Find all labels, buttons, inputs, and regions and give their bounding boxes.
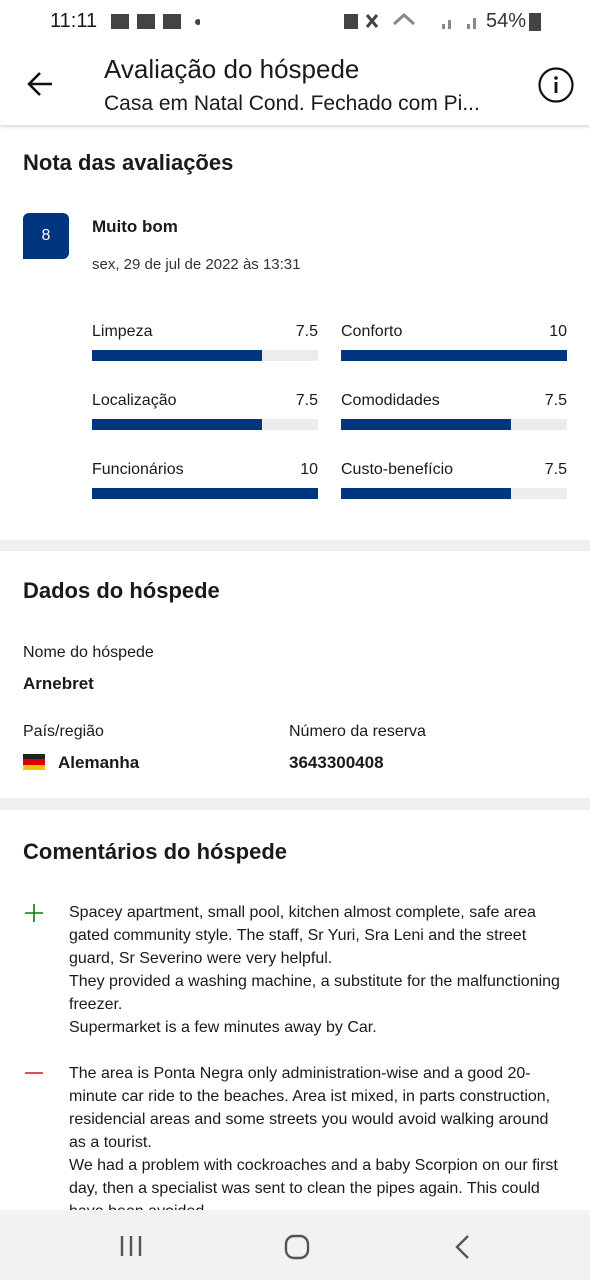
field-label: País/região [23, 723, 104, 740]
rating-bar [341, 350, 567, 361]
negative-icon [25, 1072, 43, 1074]
rating-track [92, 419, 318, 430]
rating-value: 10 [300, 461, 318, 478]
section-title: Nota das avaliações [23, 150, 234, 175]
page-subtitle: Casa em Natal Cond. Fechado com Pi... [104, 92, 480, 115]
rating-bar [341, 488, 511, 499]
rating-value: 7.5 [544, 392, 567, 409]
field-value: Arnebret [23, 674, 94, 693]
rating-bar [341, 419, 511, 430]
section-title: Comentários do hóspede [23, 839, 288, 864]
rating-track [341, 488, 567, 499]
status-icons-right [344, 12, 476, 29]
score-badge: 8 [23, 213, 69, 259]
rating-value: 7.5 [295, 392, 318, 409]
rating-label: Limpeza [92, 323, 153, 340]
status-icons [111, 14, 200, 29]
status-battery: 54% [486, 10, 527, 32]
rating-label: Localização [92, 392, 177, 409]
flag [23, 754, 45, 770]
rating-bar [92, 350, 262, 361]
rating-track [92, 488, 318, 499]
rating-bar [92, 419, 262, 430]
recents-button[interactable] [118, 1235, 144, 1257]
rating-bar [92, 488, 318, 499]
rating-label: Funcionários [92, 461, 184, 478]
home-button[interactable] [284, 1234, 310, 1260]
battery-icon [529, 13, 541, 31]
score-verdict: Muito bom [92, 217, 178, 236]
rating-label: Conforto [341, 323, 403, 340]
review-date: sex, 29 de jul de 2022 às 13:31 [92, 256, 301, 273]
divider [0, 540, 590, 551]
field-value: 3643300408 [289, 753, 384, 772]
rating-label: Custo-benefício [341, 461, 454, 478]
field-label: Nome do hóspede [23, 644, 154, 661]
positive-comment: Spacey apartment, small pool, kitchen al… [69, 904, 560, 1036]
back-button[interactable] [26, 70, 54, 98]
page-title: Avaliação do hóspede [104, 54, 360, 84]
status-time: 11:11 [50, 10, 98, 32]
rating-value: 7.5 [544, 461, 567, 478]
nav-bar [0, 1210, 590, 1280]
positive-icon [25, 904, 43, 922]
rating-value: 10 [549, 323, 567, 340]
field-label: Número da reserva [289, 723, 426, 740]
rating-track [341, 419, 567, 430]
rating-track [341, 350, 567, 361]
back-nav-button[interactable] [453, 1234, 471, 1260]
rating-value: 7.5 [295, 323, 318, 340]
rating-track [92, 350, 318, 361]
negative-comment: The area is Ponta Negra only administrat… [69, 1065, 558, 1220]
divider [0, 798, 590, 810]
section-title: Dados do hóspede [23, 578, 220, 603]
rating-label: Comodidades [341, 392, 440, 409]
info-button[interactable] [537, 66, 575, 104]
field-value: Alemanha [58, 753, 140, 772]
